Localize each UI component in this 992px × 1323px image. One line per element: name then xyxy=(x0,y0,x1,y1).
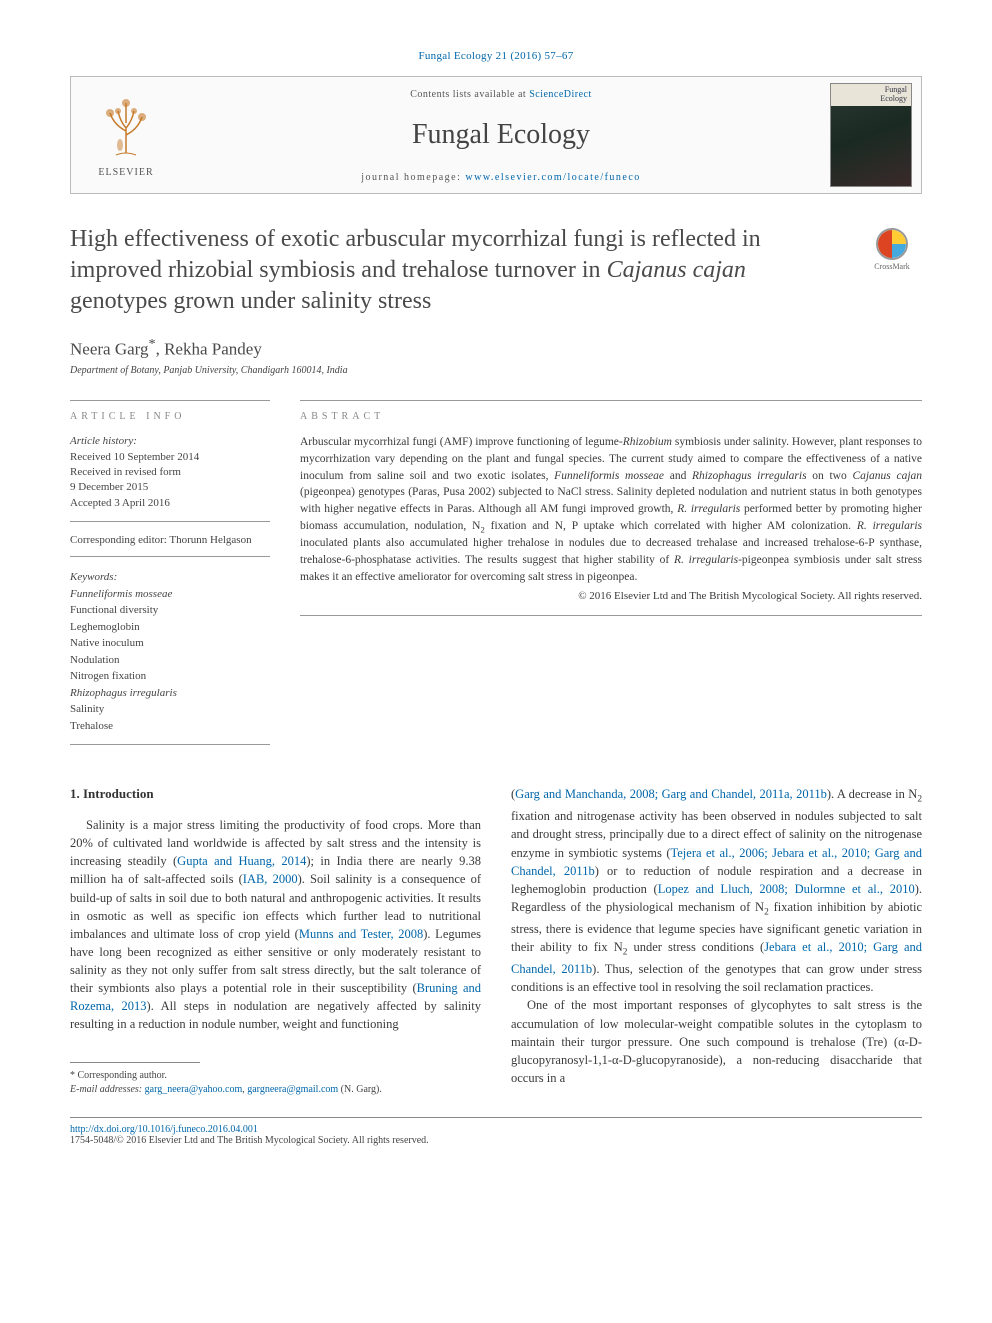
author-email-1[interactable]: garg_neera@yahoo.com xyxy=(145,1084,243,1095)
abstract-text: Arbuscular mycorrhizal fungi (AMF) impro… xyxy=(300,434,922,616)
intro-paragraph-2: One of the most important responses of g… xyxy=(511,996,922,1087)
corresponding-editor: Corresponding editor: Thorunn Helgason xyxy=(70,534,270,557)
homepage-link[interactable]: www.elsevier.com/locate/funeco xyxy=(465,172,640,183)
publisher-name: ELSEVIER xyxy=(98,167,153,178)
keyword-item: Rhizophagus irregularis xyxy=(70,685,270,702)
article-info-label: ARTICLE INFO xyxy=(70,400,270,422)
footnote-separator xyxy=(70,1062,200,1063)
info-abstract-row: ARTICLE INFO Article history: Received 1… xyxy=(70,400,922,745)
email-suffix: (N. Garg). xyxy=(341,1084,382,1095)
keywords-list: Funneliformis mosseaeFunctional diversit… xyxy=(70,586,270,735)
keyword-item: Trehalose xyxy=(70,718,270,735)
history-label: Article history: xyxy=(70,434,270,449)
authors: Neera Garg*, Rekha Pandey xyxy=(70,336,922,360)
keyword-item: Leghemoglobin xyxy=(70,619,270,636)
revised-line-2: 9 December 2015 xyxy=(70,480,270,495)
elsevier-tree-icon xyxy=(96,93,156,163)
homepage-line: journal homepage: www.elsevier.com/locat… xyxy=(191,172,811,183)
crossmark-icon xyxy=(876,228,908,260)
revised-line-1: Received in revised form xyxy=(70,465,270,480)
body-column-right: (Garg and Manchanda, 2008; Garg and Chan… xyxy=(511,785,922,1096)
crossmark-label: CrossMark xyxy=(862,262,922,271)
body-columns: 1. Introduction Salinity is a major stre… xyxy=(70,785,922,1096)
journal-cover-thumbnail: Fungal Ecology xyxy=(830,83,912,187)
keyword-item: Functional diversity xyxy=(70,602,270,619)
article-info-column: ARTICLE INFO Article history: Received 1… xyxy=(70,400,270,745)
keyword-item: Salinity xyxy=(70,701,270,718)
keyword-item: Nodulation xyxy=(70,652,270,669)
article-history: Article history: Received 10 September 2… xyxy=(70,434,270,522)
footnotes: * Corresponding author. E-mail addresses… xyxy=(70,1069,481,1097)
title-row: High effectiveness of exotic arbuscular … xyxy=(70,224,922,318)
contents-line: Contents lists available at ScienceDirec… xyxy=(191,89,811,100)
sciencedirect-link[interactable]: ScienceDirect xyxy=(529,89,592,100)
header-center: Contents lists available at ScienceDirec… xyxy=(181,77,821,193)
intro-paragraph-1: Salinity is a major stress limiting the … xyxy=(70,816,481,1034)
cover-title: Fungal Ecology xyxy=(880,86,907,104)
contents-prefix: Contents lists available at xyxy=(410,89,529,100)
corresponding-author-note: * Corresponding author. xyxy=(70,1069,481,1083)
keyword-item: Native inoculum xyxy=(70,635,270,652)
abstract-copyright: © 2016 Elsevier Ltd and The British Myco… xyxy=(300,589,922,605)
accepted-date: Accepted 3 April 2016 xyxy=(70,496,270,511)
page-footer: http://dx.doi.org/10.1016/j.funeco.2016.… xyxy=(70,1117,922,1146)
affiliation: Department of Botany, Panjab University,… xyxy=(70,365,922,376)
journal-header: ELSEVIER Contents lists available at Sci… xyxy=(70,76,922,194)
crossmark-badge[interactable]: CrossMark xyxy=(862,228,922,271)
publisher-block: ELSEVIER xyxy=(71,77,181,193)
received-date: Received 10 September 2014 xyxy=(70,450,270,465)
doi-link[interactable]: http://dx.doi.org/10.1016/j.funeco.2016.… xyxy=(70,1124,258,1135)
page-container: Fungal Ecology 21 (2016) 57–67 ELSEVIER … xyxy=(0,0,992,1186)
keyword-item: Nitrogen fixation xyxy=(70,668,270,685)
body-column-left: 1. Introduction Salinity is a major stre… xyxy=(70,785,481,1096)
keyword-item: Funneliformis mosseae xyxy=(70,586,270,603)
abstract-body: Arbuscular mycorrhizal fungi (AMF) impro… xyxy=(300,436,922,583)
keywords-block: Keywords: Funneliformis mosseaeFunctiona… xyxy=(70,569,270,745)
article-title: High effectiveness of exotic arbuscular … xyxy=(70,224,842,318)
abstract-column: ABSTRACT Arbuscular mycorrhizal fungi (A… xyxy=(300,400,922,745)
cover-thumb-block: Fungal Ecology xyxy=(821,77,921,193)
keywords-label: Keywords: xyxy=(70,569,270,586)
email-line: E-mail addresses: garg_neera@yahoo.com, … xyxy=(70,1083,481,1097)
journal-name: Fungal Ecology xyxy=(191,119,811,151)
section-heading-intro: 1. Introduction xyxy=(70,785,481,804)
journal-reference: Fungal Ecology 21 (2016) 57–67 xyxy=(70,50,922,62)
homepage-prefix: journal homepage: xyxy=(361,172,465,183)
issn-copyright: 1754-5048/© 2016 Elsevier Ltd and The Br… xyxy=(70,1135,922,1146)
cover-label-1: Fungal xyxy=(885,85,907,94)
abstract-label: ABSTRACT xyxy=(300,400,922,422)
cover-label-2: Ecology xyxy=(880,94,907,103)
author-email-2[interactable]: gargneera@gmail.com xyxy=(247,1084,338,1095)
intro-paragraph-1-cont: (Garg and Manchanda, 2008; Garg and Chan… xyxy=(511,785,922,996)
email-label: E-mail addresses: xyxy=(70,1084,142,1095)
